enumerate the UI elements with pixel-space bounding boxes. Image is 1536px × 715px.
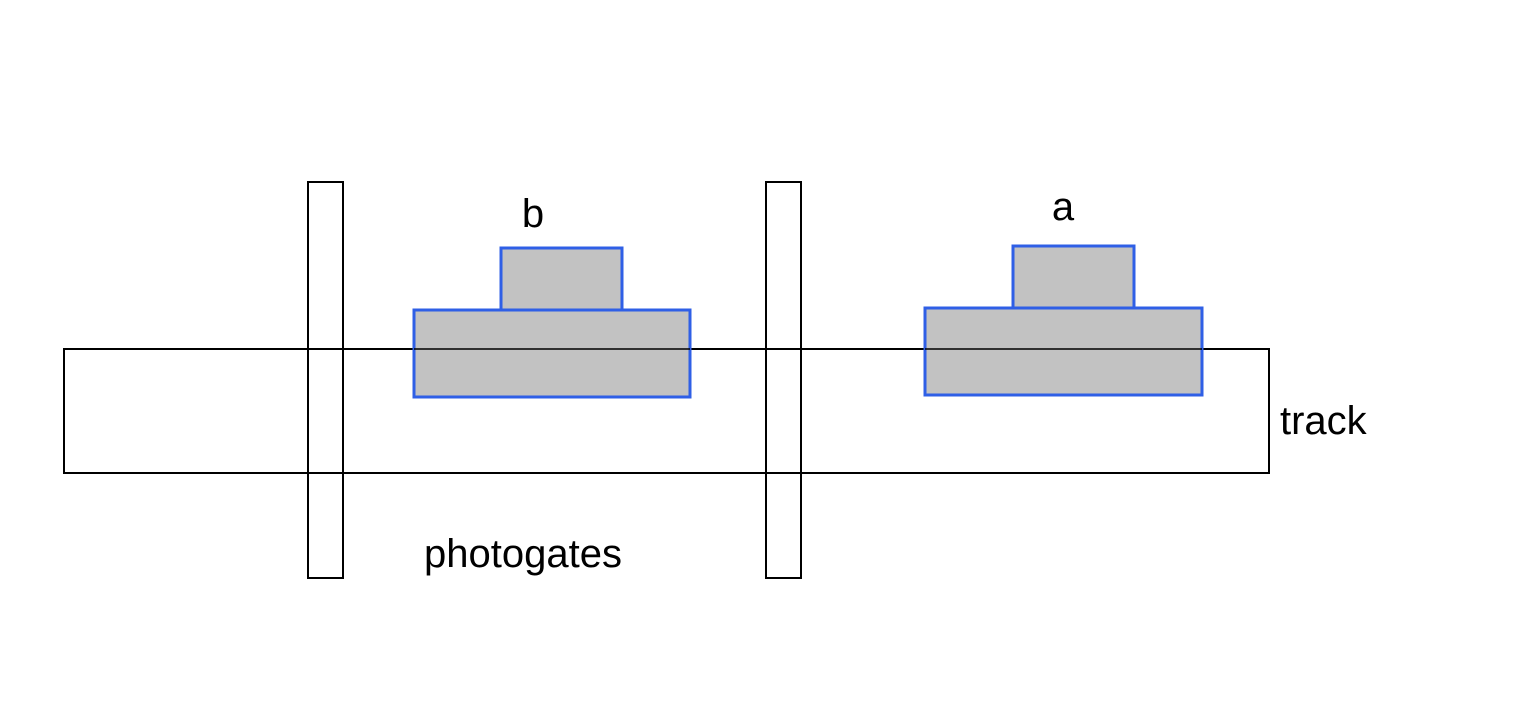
cart-a <box>923 244 1204 397</box>
photogates-label: photogates <box>424 532 622 576</box>
cart-b-label: b <box>522 192 544 236</box>
photogate-right <box>765 181 802 579</box>
cart-a-label: a <box>1052 185 1075 229</box>
cart-a-body <box>923 306 1204 397</box>
cart-b-top-block <box>499 246 624 312</box>
cart-b-body <box>412 308 692 399</box>
cart-b <box>412 246 692 399</box>
photogate-left <box>307 181 344 579</box>
cart-a-top-block <box>1011 244 1136 310</box>
track-label: track <box>1280 399 1368 443</box>
